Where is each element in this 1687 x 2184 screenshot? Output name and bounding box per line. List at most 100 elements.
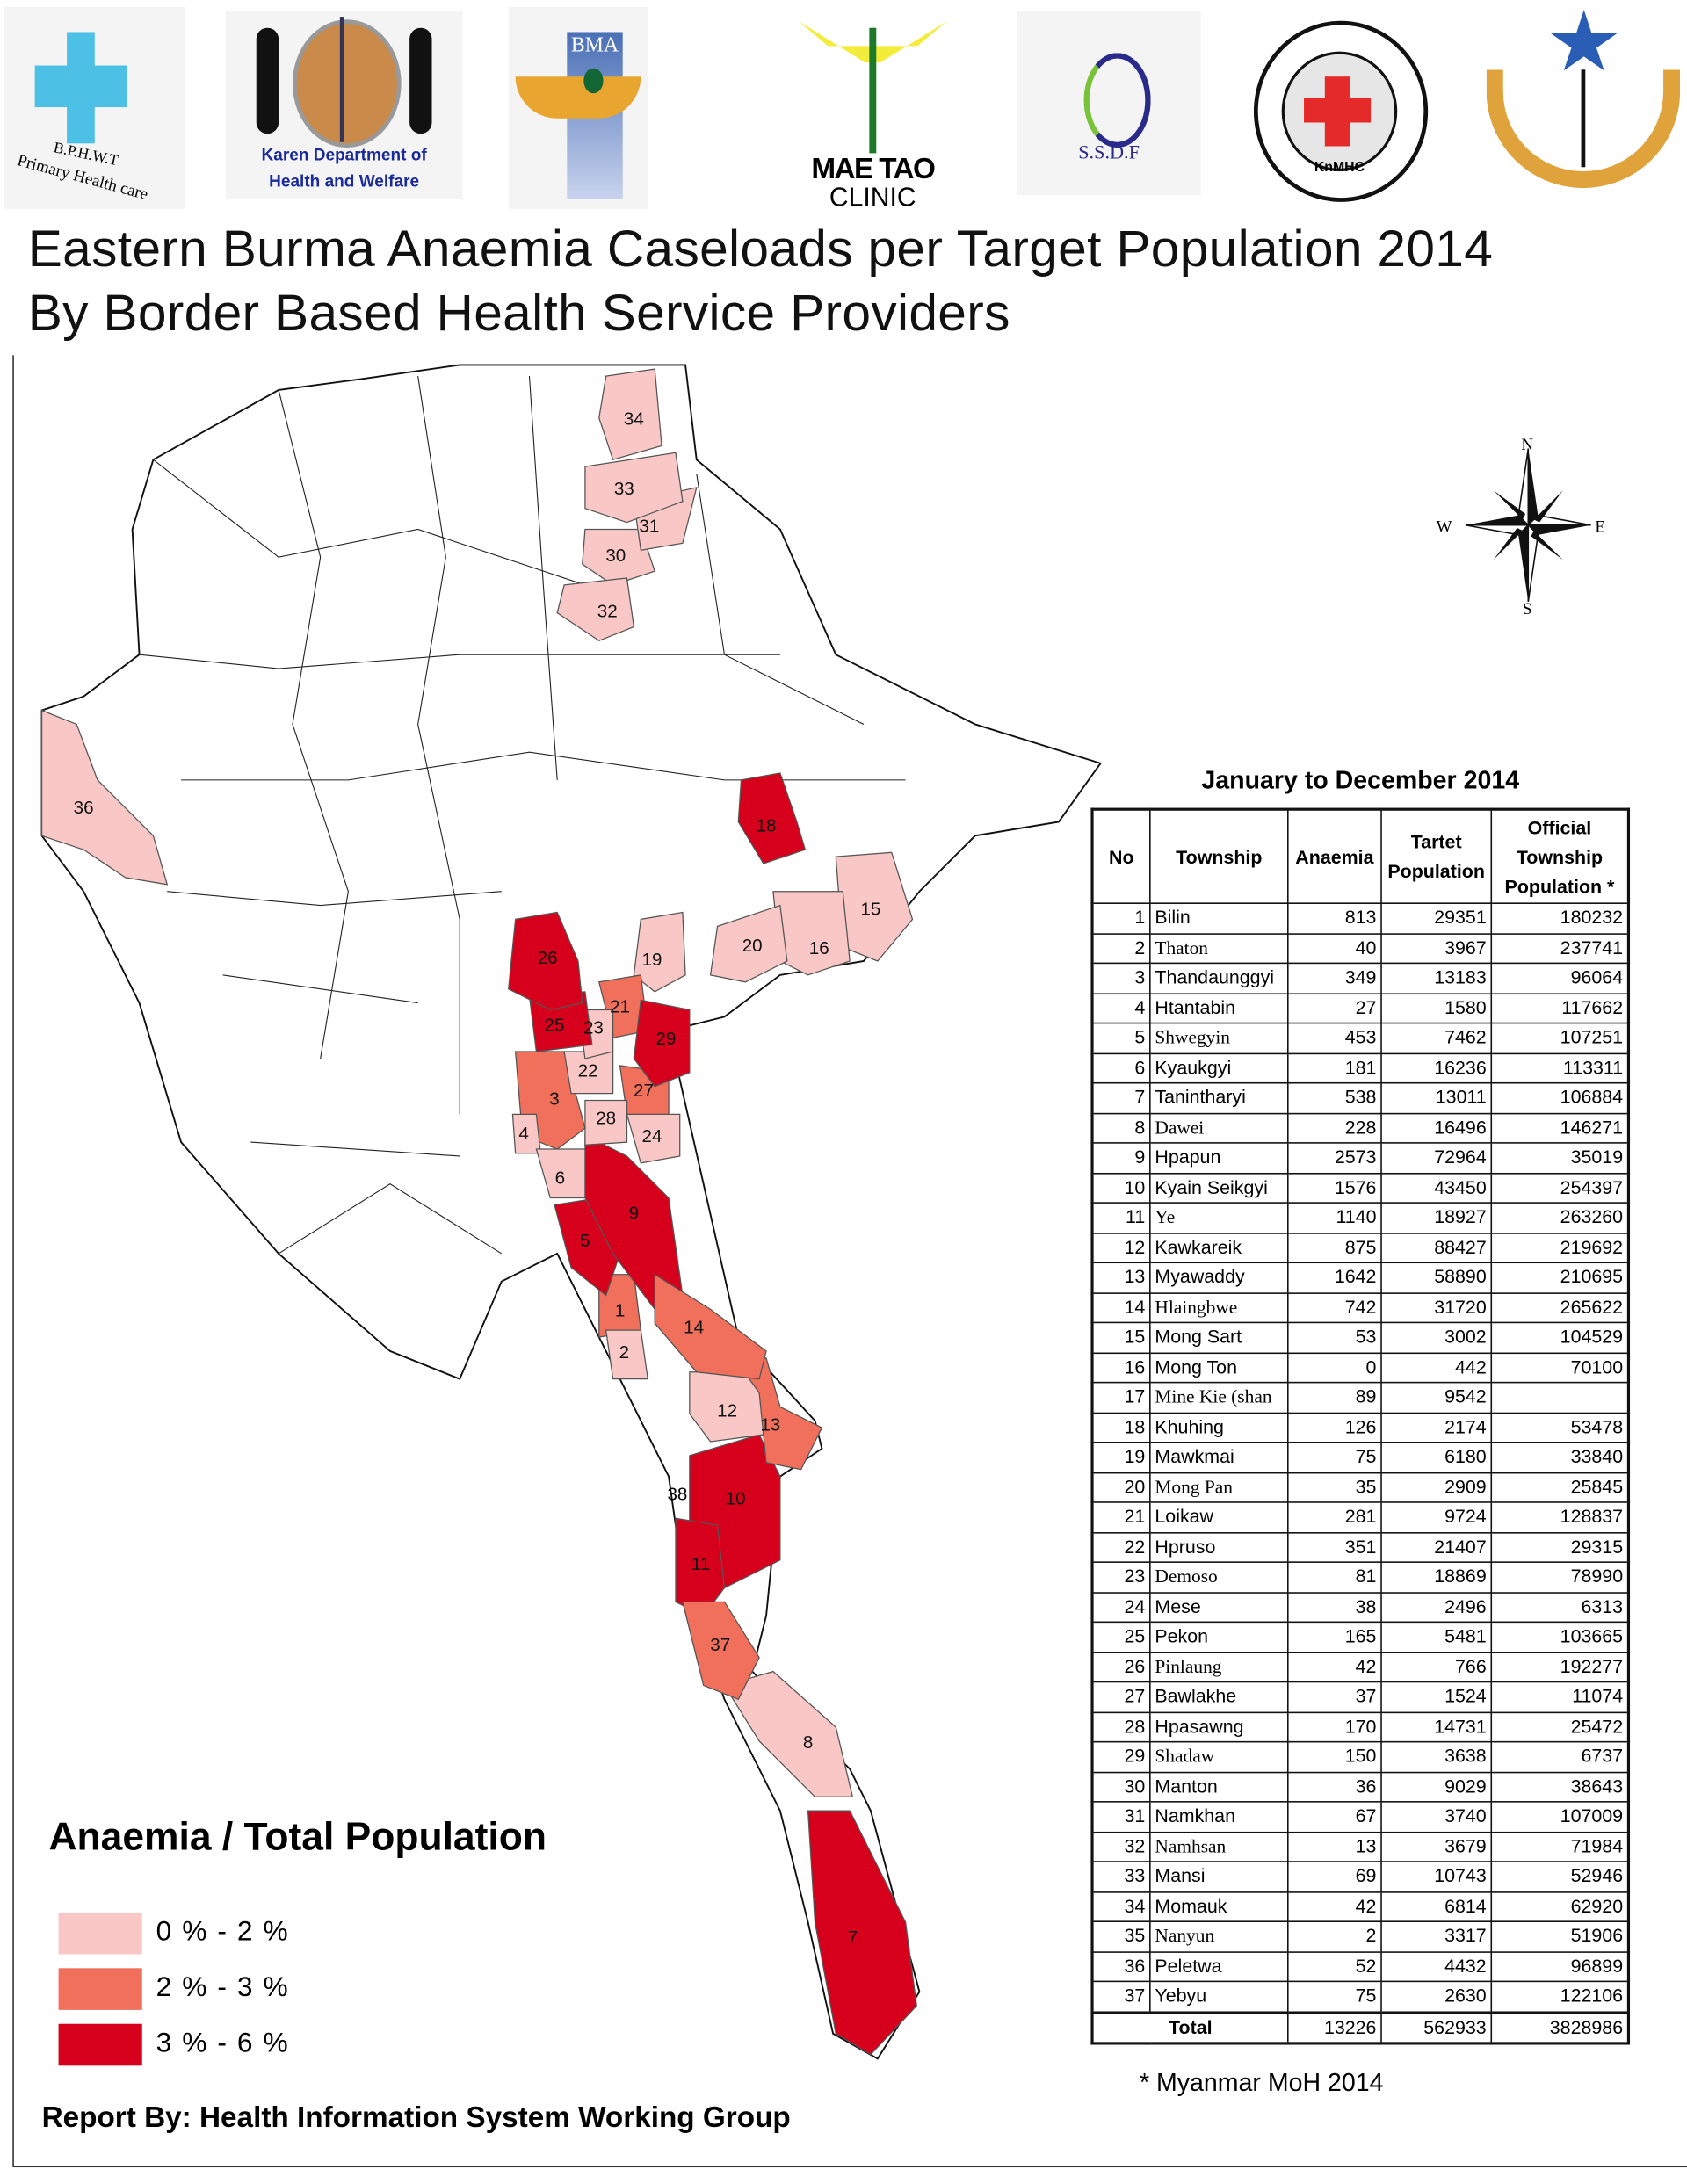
row-anaemia: 67 <box>1287 1801 1382 1833</box>
table-row: 26 Pinlaung 42 766 192277 <box>1091 1651 1630 1683</box>
page-subtitle: By Border Based Health Service Providers <box>27 284 1010 342</box>
region-khuhing <box>737 772 807 864</box>
row-township: Shadaw <box>1149 1740 1289 1773</box>
row-township: Kyain Seikgyi <box>1149 1172 1289 1204</box>
row-anaemia: 351 <box>1287 1531 1382 1563</box>
row-official: 6737 <box>1490 1740 1630 1773</box>
region-label-30: 30 <box>605 546 626 566</box>
row-no: 2 <box>1091 932 1151 965</box>
row-anaemia: 89 <box>1287 1381 1382 1414</box>
row-no: 26 <box>1091 1651 1151 1683</box>
row-official: 52946 <box>1490 1861 1630 1892</box>
region-mong-pan <box>709 904 788 983</box>
table-row: 36 Peletwa 52 4432 96899 <box>1091 1950 1630 1983</box>
logo-ssdf-text: S.S.D.F <box>1078 143 1140 165</box>
region-label-31: 31 <box>639 517 659 537</box>
row-township: Mese <box>1149 1591 1289 1624</box>
row-official: 71984 <box>1490 1831 1630 1862</box>
logo-insignia <box>1480 7 1687 209</box>
region-label-37: 37 <box>710 1635 730 1655</box>
table-row: 2 Thaton 40 3967 237741 <box>1091 932 1630 965</box>
region-label-19: 19 <box>642 950 662 970</box>
row-target: 1524 <box>1380 1681 1493 1713</box>
row-no: 30 <box>1091 1770 1151 1803</box>
row-target: 5481 <box>1380 1621 1493 1653</box>
region-thaton <box>605 1329 648 1380</box>
row-official: 96899 <box>1490 1950 1630 1983</box>
row-no: 19 <box>1091 1442 1151 1473</box>
table-row: 22 Hpruso 351 21407 29315 <box>1091 1531 1630 1563</box>
table-row: 9 Hpapun 2573 72964 35019 <box>1091 1142 1630 1174</box>
logo-mae-tao-text-2: CLINIC <box>829 184 916 213</box>
row-official: 263260 <box>1490 1202 1630 1233</box>
row-target: 88427 <box>1380 1232 1493 1264</box>
region-label-23: 23 <box>583 1017 604 1038</box>
region-tanintharyi <box>807 1810 917 2056</box>
region-label-8: 8 <box>803 1732 813 1753</box>
region-label-24: 24 <box>642 1126 662 1146</box>
region-label-5: 5 <box>580 1231 590 1251</box>
township-table: No Township Anaemia Tartet Population Of… <box>1090 807 1631 2045</box>
table-header-row: No Township Anaemia Tartet Population Of… <box>1091 808 1630 904</box>
table-row: 33 Mansi 69 10743 52946 <box>1091 1861 1630 1892</box>
row-official: 180232 <box>1490 902 1630 935</box>
row-anaemia: 42 <box>1287 1891 1382 1922</box>
row-no: 17 <box>1091 1381 1151 1414</box>
row-anaemia: 1642 <box>1287 1262 1382 1294</box>
row-anaemia: 165 <box>1287 1621 1382 1653</box>
row-anaemia: 126 <box>1287 1411 1382 1443</box>
row-anaemia: 69 <box>1287 1861 1382 1892</box>
table-row: 16 Mong Ton 0 442 70100 <box>1091 1351 1630 1384</box>
row-no: 21 <box>1091 1501 1151 1533</box>
logo-bma: BMA <box>508 6 648 209</box>
row-target: 14731 <box>1380 1710 1493 1743</box>
row-township: Nanyun <box>1149 1920 1289 1953</box>
region-label-38: 38 <box>667 1485 687 1505</box>
row-anaemia: 875 <box>1287 1232 1382 1264</box>
table-row: 17 Mine Kie (shan 89 9542 <box>1091 1381 1630 1414</box>
region-pinlaung <box>508 911 583 1011</box>
row-township: Hpruso <box>1149 1531 1289 1563</box>
row-official: 53478 <box>1490 1411 1630 1443</box>
row-target: 16236 <box>1380 1052 1493 1084</box>
row-no: 24 <box>1091 1591 1151 1624</box>
row-target: 2496 <box>1380 1591 1493 1624</box>
row-target: 9542 <box>1380 1381 1493 1414</box>
table-row: 7 Tanintharyi 538 13011 106884 <box>1091 1081 1630 1114</box>
row-target: 3967 <box>1380 932 1493 965</box>
row-no: 29 <box>1091 1740 1151 1773</box>
row-no: 34 <box>1091 1891 1151 1922</box>
row-anaemia: 75 <box>1287 1980 1382 2014</box>
total-anaemia: 13226 <box>1287 2010 1382 2044</box>
region-label-34: 34 <box>624 409 644 430</box>
region-yebyu <box>682 1601 760 1701</box>
row-no: 23 <box>1091 1561 1151 1594</box>
region-label-33: 33 <box>614 479 634 499</box>
region-manton <box>582 528 655 586</box>
row-no: 10 <box>1091 1172 1151 1204</box>
row-official: 96064 <box>1490 962 1630 994</box>
region-label-26: 26 <box>538 948 558 968</box>
row-official: 25472 <box>1490 1710 1630 1743</box>
region-label-36: 36 <box>74 798 94 818</box>
row-official: 51906 <box>1490 1920 1630 1953</box>
table-row: 1 Bilin 813 29351 180232 <box>1091 902 1630 935</box>
row-target: 31720 <box>1380 1291 1493 1324</box>
row-official: 219692 <box>1490 1232 1630 1264</box>
row-target: 3002 <box>1380 1321 1493 1354</box>
region-peletwa <box>40 709 169 886</box>
row-target: 9724 <box>1380 1501 1493 1533</box>
row-anaemia: 40 <box>1287 932 1382 965</box>
table-row: 3 Thandaunggyi 349 13183 96064 <box>1091 962 1630 994</box>
row-official: 128837 <box>1490 1501 1630 1533</box>
region-namhsan <box>556 577 635 642</box>
row-target: 13183 <box>1380 962 1493 994</box>
region-label-2: 2 <box>619 1342 629 1363</box>
row-anaemia: 36 <box>1287 1770 1382 1803</box>
legend-swatch-mid <box>58 1968 142 2010</box>
row-anaemia: 742 <box>1287 1291 1382 1324</box>
table-row: 29 Shadaw 150 3638 6737 <box>1091 1740 1630 1773</box>
row-township: Hpasawng <box>1149 1710 1289 1743</box>
row-township: Shwegyin <box>1149 1022 1289 1054</box>
